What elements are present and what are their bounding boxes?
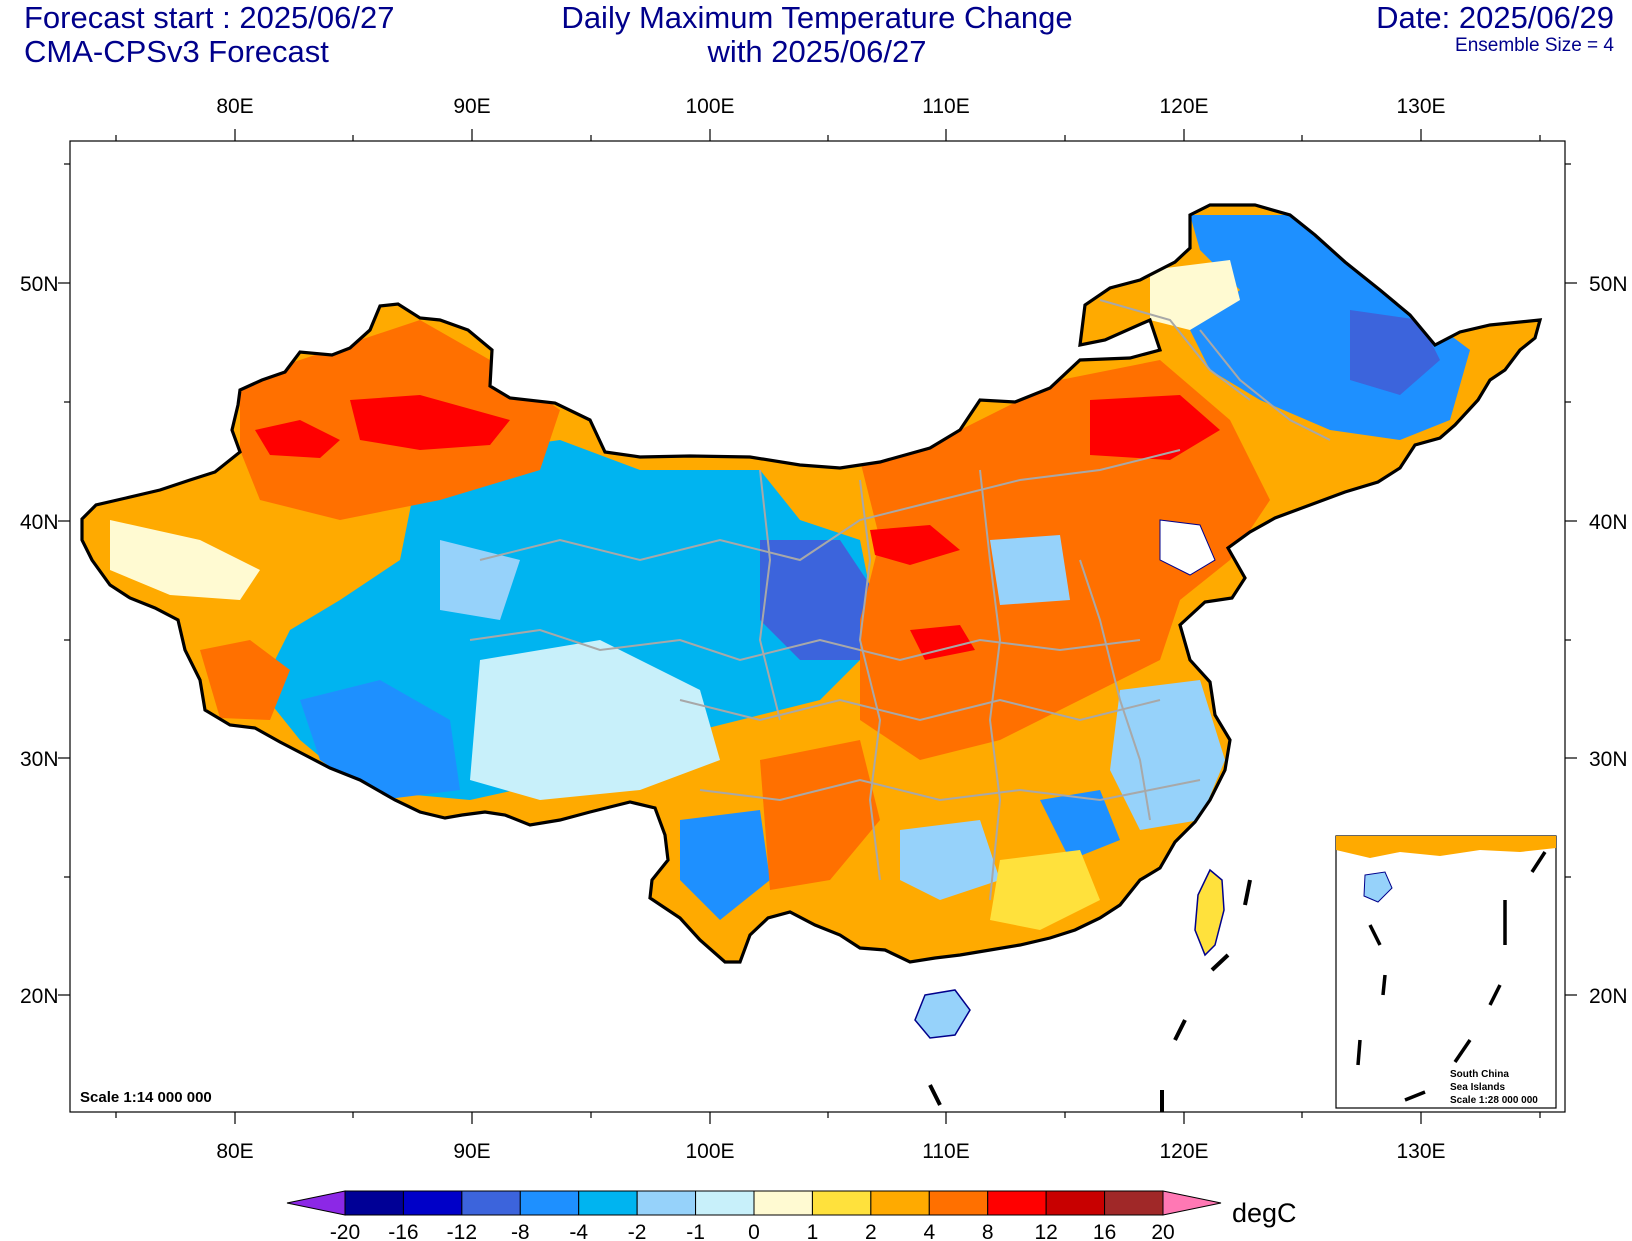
lat-labels-left: 50N 40N 30N 20N [20,273,59,1008]
colorbar-label: 20 [1151,1221,1174,1241]
inset-scale-label: Scale 1:28 000 000 [1450,1095,1538,1106]
lat-label: 30N [1589,748,1628,771]
colorbar-box [987,1190,1047,1216]
colorbar-box [344,1190,404,1216]
colorbar-label: 8 [982,1221,994,1241]
lon-label: 90E [453,1140,490,1163]
colorbar-box [928,1190,989,1216]
bohai-sea [1159,519,1216,576]
map-title: Daily Maximum Temperature Change [561,0,1073,35]
colorbar-unit: degC [1232,1198,1297,1228]
colorbar-label: 0 [748,1221,760,1241]
taiwan-island [1194,868,1225,957]
maritime-boundary-dashes [928,879,1252,1112]
colorbar-label: -12 [447,1221,477,1241]
colorbar-label: 2 [865,1221,877,1241]
lat-label: 50N [20,273,59,296]
lon-label: 120E [1159,1140,1208,1163]
colorbar-label: -16 [388,1221,418,1241]
colorbar-box [578,1190,638,1216]
lon-label: 100E [685,1140,734,1163]
lon-label: 110E [922,95,970,118]
lat-label: 20N [1589,985,1628,1008]
colorbar-label: -8 [511,1221,530,1241]
colorbar-box [870,1190,930,1216]
lat-label: 40N [1589,511,1628,534]
lat-labels-right: 50N 40N 30N 20N [1589,273,1628,1008]
hainan-island [914,989,971,1039]
map-subtitle: with 2025/06/27 [707,34,927,69]
colorbar-label: -20 [330,1221,360,1241]
colorbar-label: 4 [923,1221,935,1241]
colorbar-label: 1 [807,1221,819,1241]
china-border [80,203,1543,964]
map-scale-label: Scale 1:14 000 000 [80,1089,212,1106]
south-china-sea-inset: South China Sea Islands Scale 1:28 000 0… [1335,835,1557,1109]
lat-label: 30N [20,748,59,771]
lon-label: 130E [1396,1140,1445,1163]
forecast-start-label: Forecast start : 2025/06/27 [24,0,395,35]
colorbar-box [695,1190,755,1216]
colorbar-box [1045,1190,1106,1216]
colorbar-label: -2 [628,1221,647,1241]
inset-title-line2: Sea Islands [1450,1082,1505,1093]
colorbar-label: 12 [1034,1221,1057,1241]
lat-label: 50N [1589,273,1628,296]
colorbar-box [811,1190,872,1216]
colorbar-over-arrow [1162,1190,1222,1216]
axis-tick-marks [58,129,1577,1124]
colorbar-under-arrow [286,1190,346,1216]
lat-label: 20N [20,985,59,1008]
province-boundaries [469,299,1331,901]
colorbar-box [1104,1190,1164,1216]
lon-label: 80E [216,1140,253,1163]
lon-labels-bottom: 80E 90E 100E 110E 120E 130E [216,1140,1445,1163]
lon-label: 80E [216,95,253,118]
colorbar-box [753,1190,813,1216]
colorbar-box [636,1190,697,1216]
lon-labels-top: 80E 90E 100E 110E 120E 130E [216,95,1445,118]
ensemble-size-label: Ensemble Size = 4 [1455,35,1614,56]
colorbar-box [519,1190,580,1216]
lon-label: 110E [922,1140,970,1163]
lon-label: 130E [1396,95,1445,118]
lon-label: 100E [685,95,734,118]
lon-label: 120E [1159,95,1208,118]
inset-title-line1: South China [1450,1069,1509,1080]
lon-label: 90E [453,95,490,118]
model-label: CMA-CPSv3 Forecast [24,34,329,69]
colorbar-box [402,1190,463,1216]
valid-date-label: Date: 2025/06/29 [1376,0,1614,35]
lat-label: 40N [20,511,59,534]
colorbar-label: -1 [686,1221,705,1241]
colorbar-box [461,1190,521,1216]
colorbar-label: -4 [569,1221,588,1241]
colorbar-label: 16 [1093,1221,1116,1241]
colorbar: -20 -16 -12 -8 -4 -2 -1 0 1 2 4 8 12 16 20 degC [286,1190,1297,1241]
